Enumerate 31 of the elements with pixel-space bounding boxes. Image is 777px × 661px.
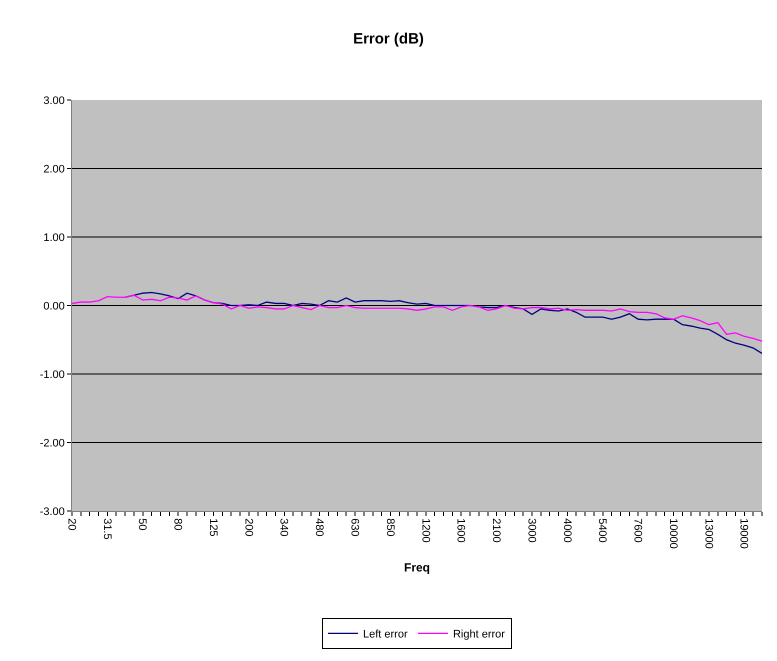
y-tick-label: 0.00: [43, 300, 65, 312]
y-tick-label: -2.00: [40, 437, 65, 450]
x-tick-label: 1200: [419, 518, 432, 543]
x-tick-label: 80: [172, 518, 184, 530]
x-tick-label: 7600: [632, 518, 644, 543]
y-tick-label: -3.00: [40, 506, 65, 518]
x-tick-label: 50: [136, 518, 148, 530]
x-tick-label: 630: [348, 518, 361, 537]
x-tick-label: 340: [278, 518, 290, 537]
y-tick-label: 3.00: [43, 94, 65, 107]
x-tick-label: 480: [313, 518, 326, 537]
chart-title: Error (dB): [353, 30, 424, 48]
y-tick-label: -1.00: [40, 368, 65, 381]
x-tick-label: 13000: [702, 518, 714, 549]
x-tick-label: 10000: [666, 518, 679, 549]
x-tick-label: 31.5: [100, 518, 113, 540]
legend-label: Left error: [363, 628, 408, 641]
x-tick-label: 4000: [560, 518, 573, 543]
x-tick-label: 200: [242, 518, 254, 537]
y-tick-label: 1.00: [43, 232, 65, 244]
x-tick-label: 19000: [738, 518, 750, 549]
x-tick-label: 1600: [454, 518, 467, 543]
x-tick-label: 850: [384, 518, 396, 537]
y-tick-label: 2.00: [43, 163, 65, 176]
x-tick-label: 2100: [490, 518, 502, 543]
x-tick-label: 5400: [596, 518, 608, 543]
x-axis-title: Freq: [404, 560, 430, 575]
legend-label: Right error: [452, 628, 506, 641]
x-tick-label: 3000: [525, 518, 538, 543]
x-tick-label: 125: [206, 518, 219, 537]
x-tick-label: 20: [65, 518, 78, 530]
